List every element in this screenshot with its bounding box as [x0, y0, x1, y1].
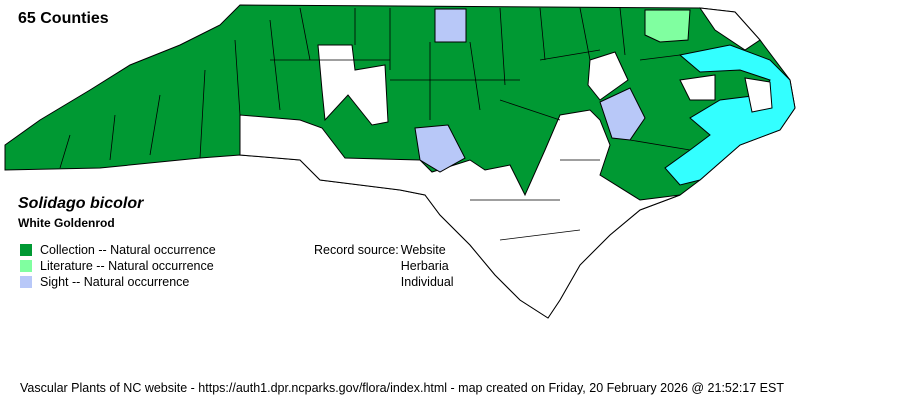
water-sound: [664, 44, 796, 186]
county-lines: [59, 7, 691, 241]
legend-item-literature: Literature -- Natural occurrence: [20, 258, 216, 274]
counties-absent-outer: [679, 74, 716, 101]
sight-swatch: [20, 276, 32, 288]
record-source-herbaria: Herbaria: [400, 259, 449, 273]
common-name: White Goldenrod: [18, 216, 115, 230]
county-count-title: 65 Counties: [18, 10, 109, 27]
legend: Collection -- Natural occurrence Literat…: [20, 242, 216, 290]
legend-item-collection: Collection -- Natural occurrence: [20, 242, 216, 258]
record-source-label: Record source:: [314, 243, 399, 257]
counties-absent-south: [239, 109, 681, 319]
literature-swatch: [20, 260, 32, 272]
footer-credit: Vascular Plants of NC website - https://…: [20, 381, 784, 395]
counties-absent-north-central: [317, 44, 389, 126]
legend-label: Literature -- Natural occurrence: [40, 259, 214, 273]
scientific-name: Solidago bicolor: [18, 195, 144, 212]
county-sight-central: [414, 124, 466, 173]
legend-label: Collection -- Natural occurrence: [40, 243, 216, 257]
counties-absent-outer-2: [744, 77, 773, 113]
county-sight-east: [599, 87, 646, 141]
counties-absent-east: [587, 51, 629, 101]
record-source-individual: Individual: [400, 275, 454, 289]
record-source: Record source: Website Herbaria Individu…: [314, 242, 454, 290]
county-sight-north: [434, 8, 467, 43]
collection-swatch: [20, 244, 32, 256]
record-source-website: Website: [400, 243, 446, 257]
counties-absent-northeast: [698, 7, 761, 51]
county-literature: [644, 9, 691, 43]
legend-item-sight: Sight -- Natural occurrence: [20, 274, 216, 290]
legend-label: Sight -- Natural occurrence: [40, 275, 190, 289]
